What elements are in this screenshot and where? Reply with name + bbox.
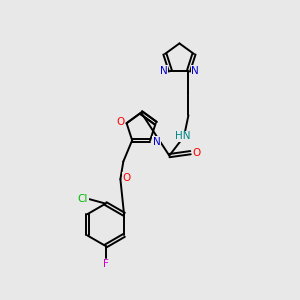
- Text: O: O: [123, 173, 131, 183]
- Text: HN: HN: [175, 131, 190, 142]
- Text: N: N: [160, 65, 168, 76]
- Text: O: O: [116, 117, 124, 127]
- Text: O: O: [192, 148, 200, 158]
- Text: N: N: [191, 65, 199, 76]
- Text: Cl: Cl: [78, 194, 88, 204]
- Text: N: N: [153, 137, 160, 147]
- Text: F: F: [103, 259, 109, 269]
